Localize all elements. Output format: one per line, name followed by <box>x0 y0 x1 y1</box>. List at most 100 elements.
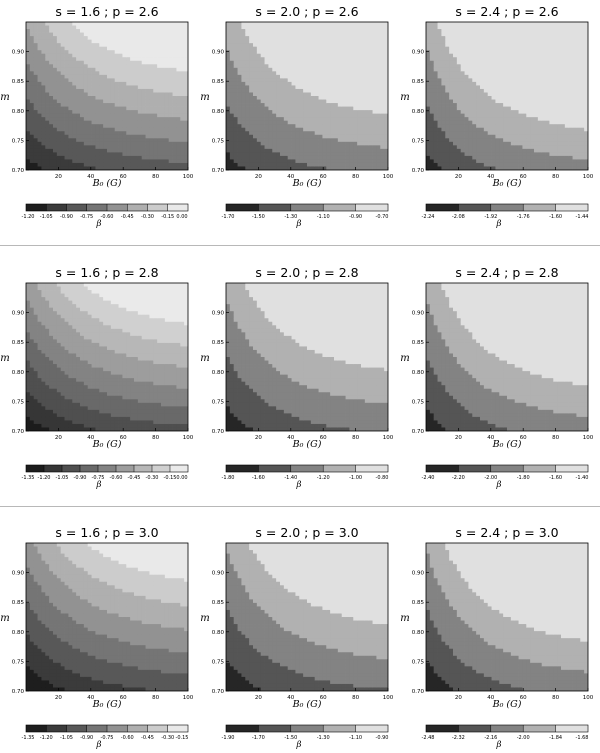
contour-cell <box>445 148 450 153</box>
contour-cell <box>522 71 527 76</box>
contour-cell <box>449 138 454 143</box>
contour-cell <box>295 74 300 79</box>
contour-cell <box>41 141 46 146</box>
contour-cell <box>460 60 465 65</box>
contour-cell <box>480 67 485 72</box>
contour-cell <box>29 148 35 153</box>
contour-cell <box>480 148 485 153</box>
contour-cell <box>334 145 339 150</box>
contour-cell <box>341 162 346 167</box>
contour-cell <box>114 81 119 86</box>
contour-cell <box>518 124 523 129</box>
contour-cell <box>310 71 316 76</box>
contour-cell <box>26 81 31 86</box>
contour-cell <box>280 155 285 160</box>
contour-cell <box>376 50 381 55</box>
contour-cell <box>472 81 477 86</box>
contour-cell <box>41 32 46 37</box>
contour-cell <box>437 67 442 72</box>
contour-cell <box>314 64 319 69</box>
contour-cell <box>287 110 292 115</box>
contour-cell <box>483 57 489 62</box>
contour-cell <box>107 50 112 55</box>
contour-cell <box>291 117 296 122</box>
contour-cell <box>537 166 543 170</box>
contour-cell <box>260 88 265 93</box>
contour-cell <box>172 46 177 51</box>
contour-cell <box>260 159 265 164</box>
contour-cell <box>456 162 462 167</box>
contour-cell <box>95 155 100 160</box>
contour-cell <box>437 99 442 104</box>
contour-cell <box>433 36 438 41</box>
contour-cell <box>276 85 281 90</box>
contour-cell <box>510 148 516 153</box>
contour-cell <box>249 71 254 76</box>
contour-cell <box>241 22 246 26</box>
contour-cell <box>41 166 46 170</box>
contour-cell <box>229 120 235 125</box>
contour-cell <box>122 32 127 37</box>
contour-cell <box>307 99 312 104</box>
contour-cell <box>37 96 42 100</box>
contour-cell <box>168 162 173 167</box>
contour-cell <box>64 92 69 97</box>
contour-cell <box>368 148 373 153</box>
contour-cell <box>345 78 350 83</box>
contour-cell <box>368 81 373 86</box>
contour-cell <box>326 152 331 157</box>
contour-cell <box>260 81 265 86</box>
contour-cell <box>314 71 319 76</box>
contour-cell <box>460 106 465 111</box>
contour-cell <box>184 110 188 115</box>
contour-cell <box>149 29 154 33</box>
contour-cell <box>507 120 512 125</box>
contour-cell <box>161 53 166 58</box>
contour-cell <box>80 43 85 48</box>
contour-cell <box>541 145 546 150</box>
contour-cell <box>260 124 265 129</box>
contour-cell <box>130 162 135 167</box>
contour-cell <box>499 141 504 146</box>
contour-cell <box>433 159 438 164</box>
contour-cell <box>157 103 162 107</box>
contour-cell <box>283 32 289 37</box>
contour-cell <box>87 46 92 51</box>
contour-cell <box>480 25 485 30</box>
contour-cell <box>118 117 123 122</box>
contour-cell <box>537 152 543 157</box>
contour-cell <box>303 57 308 62</box>
contour-cell <box>472 88 477 93</box>
y-tick-label: 0.80 <box>12 109 25 115</box>
contour-cell <box>249 145 254 150</box>
contour-cell <box>295 155 300 160</box>
contour-cell <box>168 25 173 30</box>
contour-cell <box>537 106 543 111</box>
contour-cell <box>468 138 473 143</box>
contour-cell <box>426 36 431 41</box>
contour-cell <box>530 120 535 125</box>
contour-cell <box>345 120 350 125</box>
contour-cell <box>161 141 166 146</box>
contour-cell <box>137 103 143 107</box>
contour-cell <box>445 124 450 129</box>
contour-cell <box>437 78 442 83</box>
contour-cell <box>256 148 262 153</box>
contour-cell <box>37 106 42 111</box>
contour-cell <box>29 134 35 139</box>
contour-cell <box>103 43 108 48</box>
contour-cell <box>276 67 281 72</box>
contour-cell <box>157 145 162 150</box>
contour-cell <box>176 46 181 51</box>
contour-cell <box>237 74 242 79</box>
contour-cell <box>530 50 535 55</box>
contour-cell <box>499 124 504 129</box>
contour-cell <box>233 124 238 129</box>
contour-cell <box>537 110 543 115</box>
contour-cell <box>349 50 354 55</box>
contour-cell <box>303 78 308 83</box>
contour-cell <box>137 36 143 41</box>
contour-cell <box>499 43 504 48</box>
contour-cell <box>272 152 277 157</box>
contour-cell <box>295 85 300 90</box>
